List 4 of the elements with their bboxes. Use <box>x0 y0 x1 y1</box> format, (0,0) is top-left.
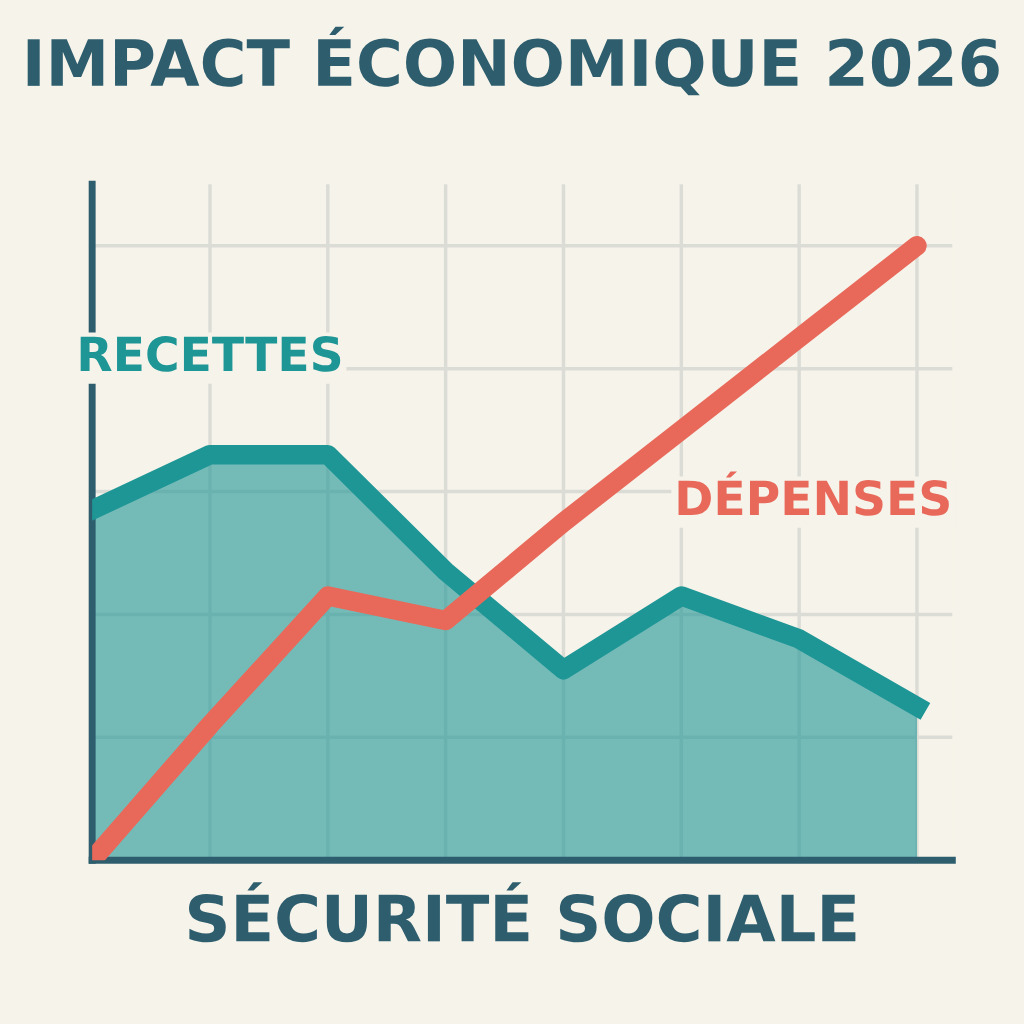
series-label: RECETTES <box>80 336 341 372</box>
x-axis-title: SÉCURITÉ SOCIALE <box>189 882 856 943</box>
chart-title: IMPACT ÉCONOMIQUE 2026 <box>27 26 999 96</box>
series-label: DÉPENSES <box>678 471 949 516</box>
